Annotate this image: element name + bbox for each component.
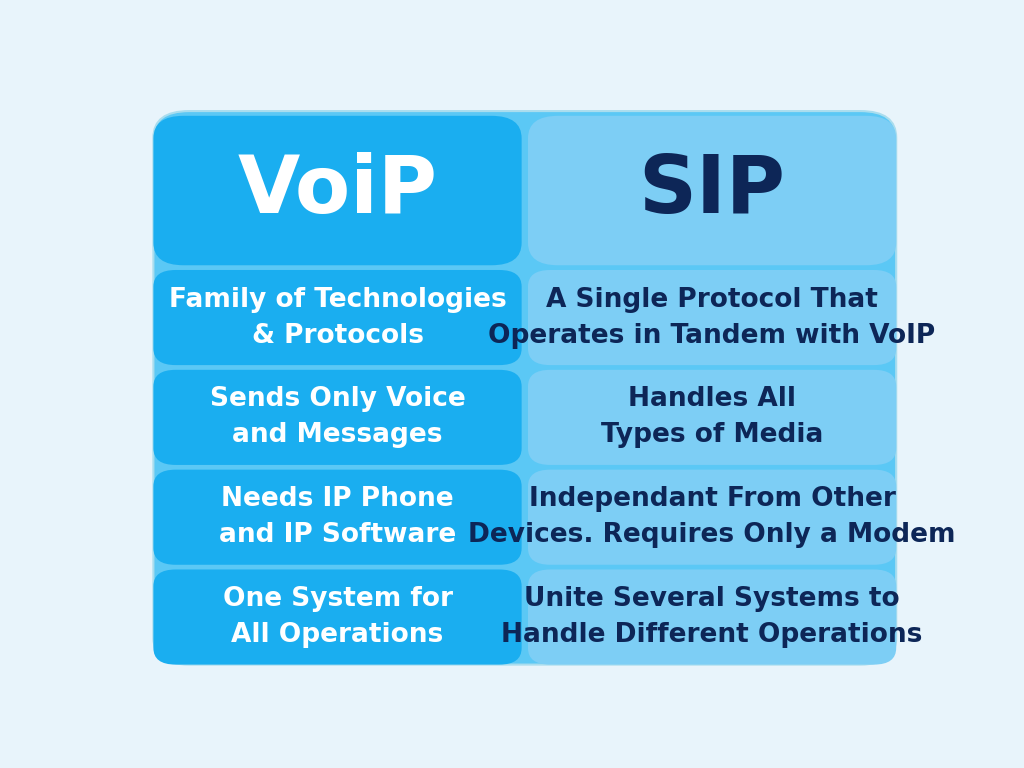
FancyBboxPatch shape bbox=[154, 470, 521, 564]
FancyBboxPatch shape bbox=[528, 370, 896, 465]
Text: Family of Technologies
& Protocols: Family of Technologies & Protocols bbox=[169, 286, 507, 349]
Text: Handles All
Types of Media: Handles All Types of Media bbox=[601, 386, 823, 449]
FancyBboxPatch shape bbox=[528, 270, 896, 365]
Text: VoiP: VoiP bbox=[238, 151, 437, 230]
FancyBboxPatch shape bbox=[154, 270, 521, 365]
Text: One System for
All Operations: One System for All Operations bbox=[222, 586, 453, 648]
FancyBboxPatch shape bbox=[154, 370, 521, 465]
FancyBboxPatch shape bbox=[528, 470, 896, 564]
FancyBboxPatch shape bbox=[528, 570, 896, 664]
FancyBboxPatch shape bbox=[154, 111, 896, 664]
Text: SIP: SIP bbox=[639, 151, 785, 230]
Text: A Single Protocol That
Operates in Tandem with VoIP: A Single Protocol That Operates in Tande… bbox=[488, 286, 936, 349]
Text: Independant From Other
Devices. Requires Only a Modem: Independant From Other Devices. Requires… bbox=[468, 486, 955, 548]
FancyBboxPatch shape bbox=[528, 116, 896, 265]
Text: Sends Only Voice
and Messages: Sends Only Voice and Messages bbox=[210, 386, 465, 449]
Text: Needs IP Phone
and IP Software: Needs IP Phone and IP Software bbox=[219, 486, 456, 548]
FancyBboxPatch shape bbox=[154, 570, 521, 664]
Text: Unite Several Systems to
Handle Different Operations: Unite Several Systems to Handle Differen… bbox=[502, 586, 923, 648]
FancyBboxPatch shape bbox=[154, 116, 521, 265]
